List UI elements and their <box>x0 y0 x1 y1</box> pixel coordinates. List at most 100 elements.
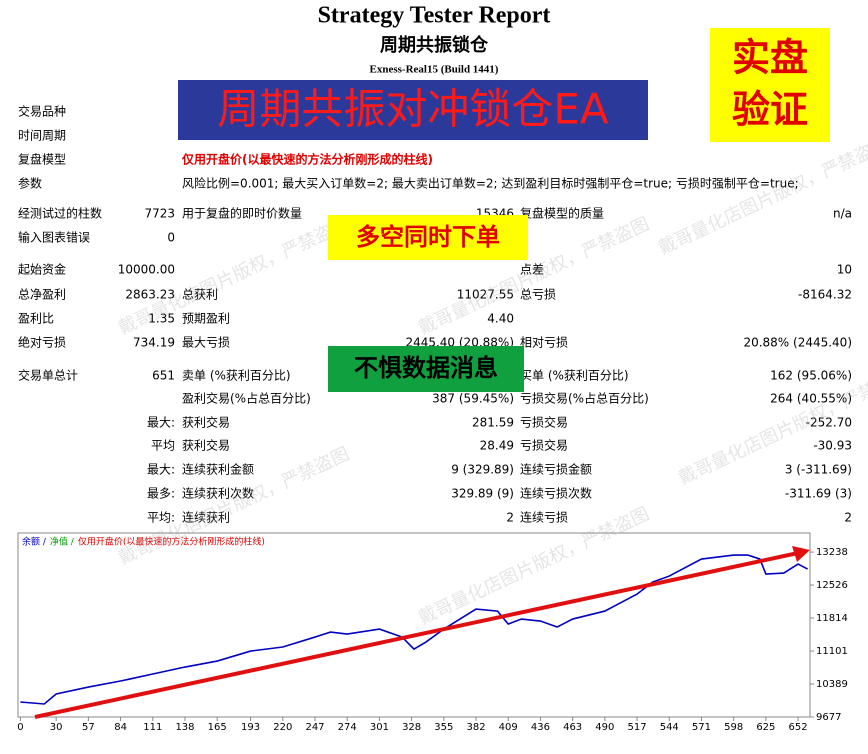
label: 点差 <box>520 263 544 277</box>
value: -8164.32 <box>798 288 852 302</box>
label: 最大亏损 <box>182 336 230 350</box>
legend-entry: 仅用开盘价(以最快速的方法分析刚形成的柱线) <box>78 536 265 548</box>
label: 用于复盘的即时价数量 <box>182 206 302 221</box>
value: 7723 <box>144 207 175 221</box>
value: 10000.00 <box>118 263 175 277</box>
value: 2 <box>844 511 852 525</box>
x-tick-label: 193 <box>241 722 260 733</box>
value: 平均 <box>151 439 175 453</box>
value: 20.88% (2445.40) <box>743 336 852 350</box>
x-tick-label: 436 <box>531 722 550 733</box>
value: 最大: <box>147 463 175 477</box>
badge-text: 实盘 <box>732 36 808 80</box>
value: 1.35 <box>148 312 175 326</box>
label: 连续获利次数 <box>182 486 254 501</box>
value: 10 <box>837 263 852 277</box>
server: Exness-Real15 (Build 1441) <box>370 64 499 76</box>
label: 输入图表错误 <box>18 230 90 245</box>
label: 风险比例=0.001; 最大买入订单数=2; 最大卖出订单数=2; 达到盈利目标… <box>182 176 799 191</box>
value: -30.93 <box>813 439 852 453</box>
x-tick-label: 328 <box>402 722 421 733</box>
label: 亏损交易 <box>520 438 568 453</box>
x-tick-label: 30 <box>50 722 63 733</box>
x-tick-label: 138 <box>175 722 194 733</box>
label: 预期盈利 <box>182 312 230 326</box>
label: 连续亏损 <box>520 510 568 525</box>
x-tick-label: 409 <box>499 722 518 733</box>
orders-banner <box>328 215 528 260</box>
watermark: 戴哥量化店图片版权，严禁盗图 <box>655 134 868 260</box>
value: 9 (329.89) <box>451 463 514 477</box>
label: 连续亏损次数 <box>520 486 592 501</box>
value: 2863.23 <box>125 288 175 302</box>
label: 盈利比 <box>18 312 54 326</box>
y-tick-label: 12526 <box>816 580 848 591</box>
y-tick-label: 11101 <box>816 646 848 657</box>
x-tick-label: 0 <box>17 722 23 733</box>
x-tick-label: 382 <box>466 722 485 733</box>
value: 28.49 <box>480 439 514 453</box>
label: 总净盈利 <box>18 288 66 302</box>
x-tick-label: 165 <box>208 722 227 733</box>
label: 获利交易 <box>182 438 230 453</box>
label: 仅用开盘价(以最快速的方法分析刚形成的柱线) <box>181 152 433 167</box>
label: 亏损交易 <box>520 415 568 430</box>
label: 复盘模型的质量 <box>520 206 604 221</box>
y-tick-label: 9677 <box>816 712 841 723</box>
value: 最大: <box>147 416 175 430</box>
value: 651 <box>152 369 175 383</box>
x-tick-label: 463 <box>563 722 582 733</box>
x-tick-label: 301 <box>370 722 389 733</box>
arrow-head <box>792 546 810 562</box>
label: 连续获利金额 <box>182 462 254 477</box>
value: 平均: <box>147 511 175 525</box>
label: 起始资金 <box>18 262 66 277</box>
value: 734.19 <box>133 336 175 350</box>
chart: 9677 10389 11101 11814 12526 13238 0 30 57 84 111 1… <box>17 532 848 733</box>
plot-frame <box>17 532 811 718</box>
label: 获利交易 <box>182 415 230 430</box>
title: Strategy Tester Report <box>318 3 551 29</box>
label: 盈利交易(%占总百分比) <box>182 391 311 406</box>
x-tick-label: 652 <box>789 722 808 733</box>
value: -311.69 (3) <box>785 487 852 501</box>
label: 总亏损 <box>520 288 556 302</box>
label: 连续获利 <box>182 510 230 525</box>
x-tick-label: 490 <box>595 722 614 733</box>
y-tick-label: 11814 <box>816 613 848 624</box>
news-text: 不惧数据消息 <box>354 354 498 382</box>
x-tick-label: 111 <box>143 722 162 733</box>
value: 3 (-311.69) <box>785 463 852 477</box>
x-tick-label: 517 <box>628 722 647 733</box>
x-tick-label: 544 <box>660 722 679 733</box>
x-tick-label: 247 <box>305 722 324 733</box>
value: 11027.55 <box>457 288 514 302</box>
legend-entry: 余额 / <box>22 536 47 548</box>
value: 最多: <box>147 487 175 501</box>
orders-text: 多空同时下单 <box>356 223 500 251</box>
label: 卖单 (%获利百分比) <box>182 369 291 383</box>
main-banner <box>178 80 648 140</box>
legend-entry: 净值 / <box>50 536 75 548</box>
y-tick-label: 13238 <box>816 547 848 558</box>
trend-arrow <box>34 551 799 719</box>
label: 参数 <box>18 176 42 191</box>
label: 时间周期 <box>18 129 66 143</box>
x-tick-label: 57 <box>82 722 95 733</box>
value: 0 <box>167 231 175 245</box>
value: -252.70 <box>806 416 852 430</box>
main-banner-text: 周期共振对冲锁仓EA <box>217 85 609 134</box>
label: 交易品种 <box>18 104 66 119</box>
value: 4.40 <box>487 312 514 326</box>
x-tick-label: 84 <box>114 722 127 733</box>
value: 387 (59.45%) <box>432 392 514 406</box>
badge <box>710 28 830 142</box>
x-tick-label: 625 <box>756 722 775 733</box>
label: 经测试过的柱数 <box>18 206 102 221</box>
badge-text: 验证 <box>732 88 808 132</box>
label: 买单 (%获利百分比) <box>520 369 629 383</box>
label: 绝对亏损 <box>18 335 66 350</box>
balance-line <box>20 554 808 705</box>
